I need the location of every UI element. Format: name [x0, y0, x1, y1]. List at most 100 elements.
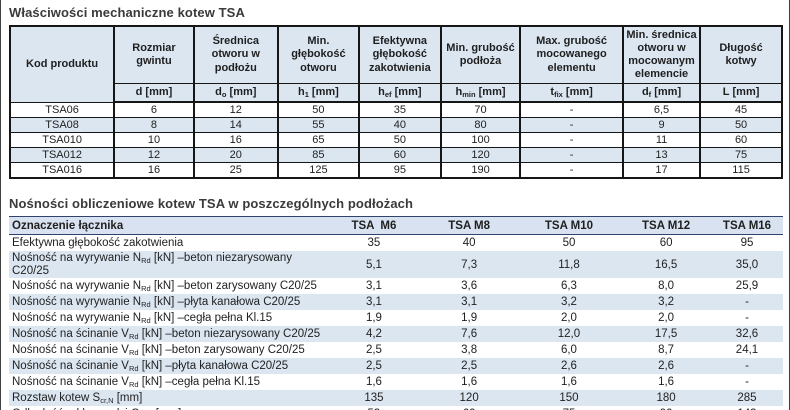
value-cell: -: [519, 147, 624, 163]
product-code-cell: TSA06: [8, 101, 116, 118]
table1-header-row: Kod produktu Rozmiar gwintu Średnica otw…: [8, 25, 783, 103]
value-cell: 1,6: [365, 376, 382, 388]
mechanical-properties-table: Kod produktu Rozmiar gwintu Średnica otw…: [8, 25, 783, 179]
column-symbol-unit: do [mm]: [192, 83, 279, 103]
product-code-cell: TSA08: [8, 117, 116, 133]
value-cell: 3,1: [365, 296, 382, 308]
value-cell: 115: [699, 162, 783, 179]
value-cell: 8,7: [658, 344, 675, 356]
column-header: Max. grubość mocowanego elementu: [519, 25, 624, 84]
design-loads-table: Oznaczenie łącznika TSA M6 TSA M8 TSA M1…: [9, 216, 783, 410]
value-cell: 143: [711, 406, 783, 410]
value-cell: 2,6: [560, 360, 577, 372]
value-cell: 3,1: [365, 280, 382, 292]
product-code-cell: TSA010: [8, 132, 116, 148]
value-cell: 100: [439, 132, 522, 148]
value-cell: 40: [357, 117, 442, 133]
value-cell: 1,9: [365, 312, 382, 324]
value-cell: 32,6: [735, 328, 759, 340]
value-cell: 190: [439, 162, 522, 179]
column-symbol-unit: L [mm]: [699, 83, 783, 103]
value-cell: 3,1: [461, 296, 478, 308]
value-cell: 12,0: [557, 328, 581, 340]
parameter-label-cell: Nośność na ścinanie VRd [kN] –płyta kana…: [12, 359, 289, 373]
column-header: Rozmiar gwintu: [113, 25, 195, 84]
value-cell: 2,5: [461, 360, 478, 372]
value-cell: 1,6: [461, 376, 478, 388]
value-cell: 135: [364, 392, 384, 404]
value-cell: 16: [192, 132, 279, 148]
column-symbol-unit: d [mm]: [113, 83, 195, 103]
value-cell: 5,1: [365, 258, 382, 271]
table1-units-row: d [mm] do [mm] h1 [mm] hef [mm] hmin [mm…: [10, 83, 783, 103]
value-cell: 2,6: [658, 360, 675, 372]
table-row: Nośność na wyrywanie NRd [kN] –płyta kan…: [9, 294, 783, 310]
value-cell: -: [745, 312, 749, 324]
value-cell: 95: [357, 162, 442, 179]
value-cell: 6: [113, 101, 195, 118]
value-cell: 45: [699, 101, 783, 118]
value-cell: 2,0: [658, 312, 675, 324]
value-cell: 50: [562, 237, 576, 249]
value-cell: 60: [659, 237, 673, 249]
value-cell: 3,2: [658, 296, 675, 308]
column-header: Efektywna głębokość zakotwienia: [357, 25, 442, 84]
value-cell: -: [745, 376, 749, 388]
column-header-designation: Oznaczenie łącznika: [9, 216, 327, 235]
value-cell: -: [519, 162, 624, 179]
value-cell: 11,8: [558, 258, 580, 271]
parameter-label-cell: Nośność na wyrywanie NRd [kN] –cegła peł…: [12, 311, 273, 325]
value-cell: 17,5: [654, 328, 678, 340]
table-row: TSA06 6 12 50 35 70 - 6,5 45: [8, 101, 783, 118]
value-cell: 8,0: [658, 280, 675, 292]
value-cell: 50: [699, 117, 783, 133]
table-row: Nośność na ścinanie VRd [kN] –płyta kana…: [9, 358, 783, 374]
table-row: Nośność na wyrywanie NRd [kN] –beton nie…: [9, 251, 783, 278]
value-cell: 3,6: [461, 280, 478, 292]
value-cell: 7,6: [461, 328, 478, 340]
value-cell: 8: [113, 117, 195, 133]
column-header: Średnica otworu w podłożu: [192, 25, 279, 84]
value-cell: 95: [740, 237, 754, 249]
table2-header-row: Oznaczenie łącznika TSA M6 TSA M8 TSA M1…: [9, 216, 783, 235]
product-code-cell: TSA012: [8, 147, 116, 163]
column-header-tsa-m6: TSA M6: [326, 216, 422, 235]
value-cell: 13: [621, 147, 702, 163]
value-cell: -: [519, 132, 624, 148]
mechanical-properties-title: Właściwości mechaniczne kotew TSA: [9, 5, 245, 20]
value-cell: 1,6: [658, 376, 675, 388]
value-cell: 120: [439, 147, 522, 163]
parameter-label-cell: Efektywna głębokość zakotwienia: [12, 236, 184, 249]
value-cell: 25: [192, 162, 279, 179]
column-header-product-code: Kod produktu: [8, 25, 116, 103]
value-cell: 40: [462, 237, 476, 249]
value-cell: 60: [357, 147, 442, 163]
parameter-label-cell: Nośność na wyrywanie NRd [kN] –beton nie…: [12, 252, 292, 277]
value-cell: 24,1: [735, 344, 759, 356]
value-cell: 2,5: [365, 360, 382, 372]
parameter-label-cell: Nośność na wyrywanie NRd [kN] –płyta kan…: [12, 295, 301, 309]
value-cell: 180: [656, 392, 676, 404]
value-cell: 65: [276, 132, 360, 148]
value-cell: -: [519, 101, 624, 118]
value-cell: 2,5: [365, 344, 382, 356]
value-cell: 6,5: [621, 101, 702, 118]
value-cell: 3,2: [560, 296, 577, 308]
value-cell: 150: [559, 392, 579, 404]
table-row: Nośność na wyrywanie NRd [kN] –beton zar…: [9, 278, 783, 294]
value-cell: 6,0: [560, 344, 577, 356]
table-row: Odległość od krawędzi Ccr,N [mm] 53 60 7…: [9, 406, 783, 410]
table-row: Nośność na ścinanie VRd [kN] –beton niez…: [9, 326, 783, 342]
product-code-cell: TSA016: [8, 162, 116, 179]
column-header-tsa-m16: TSA M16: [710, 216, 783, 235]
design-loads-title: Nośności obliczeniowe kotew TSA w poszcz…: [9, 196, 414, 211]
value-cell: 75: [517, 406, 621, 410]
value-cell: 70: [439, 101, 522, 118]
table-row: Nośność na wyrywanie NRd [kN] –cegła peł…: [9, 310, 783, 326]
value-cell: 16,5: [654, 258, 678, 271]
column-header: Min. głębokość otworu: [276, 25, 360, 84]
value-cell: 9: [621, 117, 702, 133]
value-cell: 50: [276, 101, 360, 118]
column-header: Min. grubość podłoża: [439, 25, 522, 84]
